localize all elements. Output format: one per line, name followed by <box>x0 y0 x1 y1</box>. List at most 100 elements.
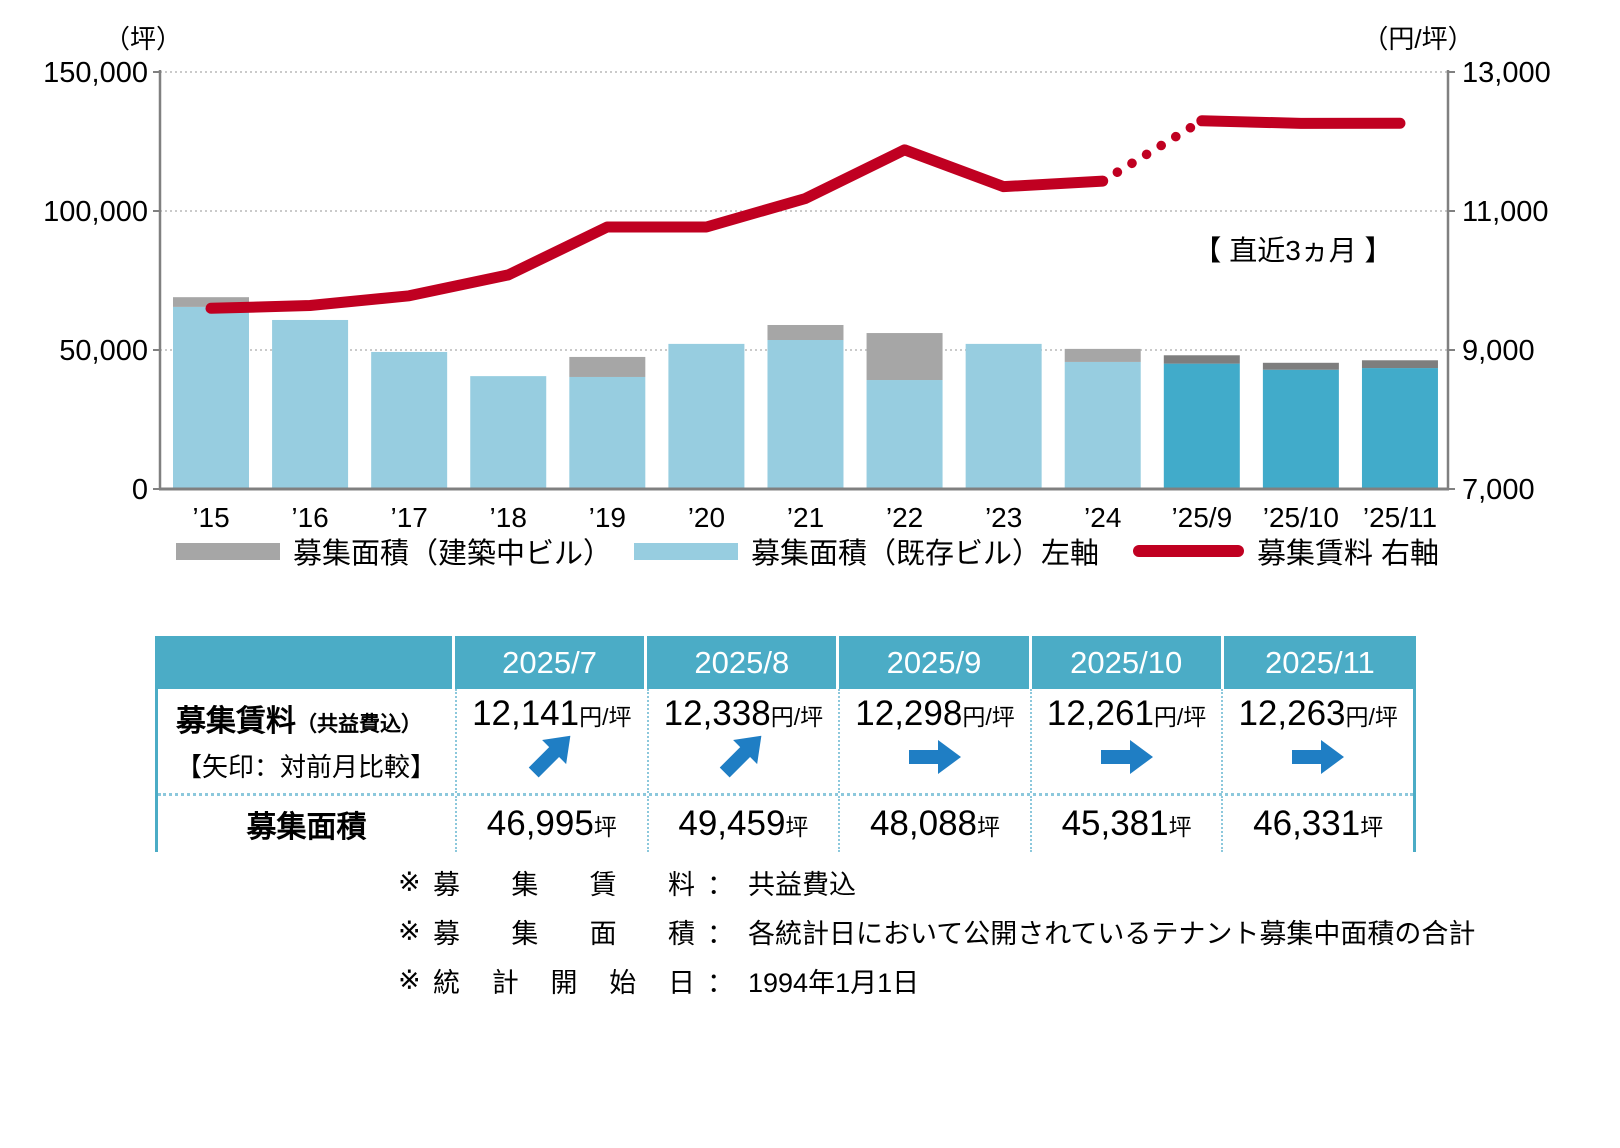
footnote-mark: ※ <box>398 965 421 995</box>
x-tick-label: ’23 <box>985 502 1022 533</box>
arrow-up-right-icon <box>518 720 586 788</box>
area-value-cell: 48,088坪 <box>838 796 1030 852</box>
x-tick-label: ’20 <box>688 502 725 533</box>
footnote-mark: ※ <box>398 867 421 897</box>
footnote: ※ 募集賃料 ： 共益費込 <box>398 858 1475 907</box>
footnote-separator: ： <box>707 919 734 949</box>
x-tick-label: ’25/9 <box>1171 502 1232 533</box>
footnote-separator: ： <box>707 968 734 998</box>
legend-swatch-gray <box>176 542 280 560</box>
arrow-right-icon <box>1100 735 1153 779</box>
right-tick-label: 13,000 <box>1462 57 1551 89</box>
summary-table: 2025/7 2025/8 2025/9 2025/10 2025/11 募集賃料（共益… <box>155 636 1416 852</box>
bar-existing <box>173 306 249 489</box>
x-tick-label: ’17 <box>390 502 427 533</box>
area-value-cell: 46,331坪 <box>1221 796 1413 852</box>
rent-value: 12,141円/坪 <box>472 694 632 733</box>
footnote-label: 統計開始日 <box>433 968 695 998</box>
rent-row: 募集賃料（共益費込） 【矢印：対前月比較】 12,141円/坪 12,338円/坪… <box>158 689 1413 793</box>
rent-line-dotted <box>1097 116 1207 186</box>
x-tick-label: ’21 <box>787 502 824 533</box>
chart-canvas: 0 50,000 100,000 150,000 7,000 9,000 11,000 13,… <box>43 24 1551 533</box>
x-tick-label: ’19 <box>589 502 626 533</box>
left-tick-label: 100,000 <box>43 196 148 228</box>
legend-item-existing: 募集面積（既存ビル）左軸 <box>634 534 1099 570</box>
bar-existing <box>470 376 547 489</box>
rent-value-cell: 12,263円/坪 <box>1221 689 1413 793</box>
rent-row-label-cell: 募集賃料（共益費込） 【矢印：対前月比較】 <box>158 689 455 793</box>
x-tick-label: ’24 <box>1084 502 1121 533</box>
footnote-label: 募集賃料 <box>433 870 695 900</box>
bar-existing <box>1064 361 1141 489</box>
bar-under-construction <box>1361 360 1438 369</box>
table-header-row: 2025/7 2025/8 2025/9 2025/10 2025/11 <box>155 636 1416 689</box>
footnote: ※ 統計開始日 ： 1994年1月1日 <box>398 956 1475 1005</box>
bar-existing <box>965 343 1042 489</box>
bar-existing <box>1262 369 1339 489</box>
area-row-label-cell: 募集面積 <box>158 796 455 852</box>
footnote-text: 共益費込 <box>748 870 856 900</box>
rent-line-solid <box>205 144 1109 314</box>
legend-swatch-blue <box>634 542 738 560</box>
x-tick-label: ’16 <box>291 502 328 533</box>
table-header-cell: 2025/7 <box>455 636 648 689</box>
arrow-up-right-icon <box>709 720 777 788</box>
footnotes: ※ 募集賃料 ： 共益費込 ※ 募集面積 ： 各統計日において公開されているテナント募集中面積… <box>398 858 1475 1005</box>
arrow-note: 【矢印：対前月比較】 <box>176 751 437 782</box>
rent-row-label: 募集賃料（共益費込） <box>176 705 422 739</box>
bar-existing <box>1361 368 1438 489</box>
legend-swatch-red-line <box>1133 545 1244 557</box>
legend-label: 募集賃料 右軸 <box>1257 538 1440 570</box>
recent-3months-annotation: 【 直近3ヵ月 】 <box>1193 235 1392 266</box>
legend-label: 募集面積（既存ビル）左軸 <box>751 538 1100 570</box>
bar-under-construction <box>767 324 844 340</box>
rent-value-cell: 12,298円/坪 <box>838 689 1030 793</box>
right-tick-label: 9,000 <box>1462 335 1535 367</box>
x-tick-label: ’15 <box>192 502 229 533</box>
bar-under-construction <box>173 297 249 307</box>
rent-line-recent <box>1196 115 1406 129</box>
rent-value: 12,261円/坪 <box>1046 694 1207 733</box>
rent-value: 12,338円/坪 <box>663 694 824 733</box>
area-value: 45,381坪 <box>1061 804 1192 843</box>
arrow-right-icon <box>908 735 961 779</box>
right-tick-label: 7,000 <box>1462 474 1535 506</box>
area-value-cell: 45,381坪 <box>1029 796 1222 852</box>
table-header-cell: 2025/9 <box>839 636 1032 689</box>
bar-under-construction <box>1262 362 1339 370</box>
bar-under-construction <box>569 356 646 377</box>
bar-existing <box>767 339 844 489</box>
footnote-text: 1994年1月1日 <box>748 968 920 998</box>
table-header-cell: 2025/11 <box>1223 636 1416 689</box>
area-value-cell: 49,459坪 <box>646 796 839 852</box>
legend-label: 募集面積（建築中ビル） <box>293 538 613 570</box>
table-header-cell: 2025/8 <box>647 636 840 689</box>
area-value: 48,088坪 <box>869 804 1001 843</box>
right-axis-unit: （円/坪） <box>1362 24 1473 54</box>
bar-existing <box>668 343 745 489</box>
table-body: 募集賃料（共益費込） 【矢印：対前月比較】 12,141円/坪 12,338円/坪… <box>155 689 1416 852</box>
footnote-label: 募集面積 <box>433 919 695 949</box>
combo-chart: 0 50,000 100,000 150,000 7,000 9,000 11,000 13,… <box>43 24 1551 570</box>
area-value: 49,459坪 <box>678 804 809 843</box>
area-value: 46,331坪 <box>1253 804 1384 843</box>
x-tick-label: ’18 <box>490 502 527 533</box>
rent-value-cell: 12,261円/坪 <box>1029 689 1222 793</box>
area-value: 46,995坪 <box>486 804 617 843</box>
bar-existing <box>866 380 943 489</box>
bar-under-construction <box>866 333 943 381</box>
footnote: ※ 募集面積 ： 各統計日において公開されているテナント募集中面積の合計 <box>398 907 1475 956</box>
rent-value-cell: 12,338円/坪 <box>646 689 839 793</box>
bar-existing <box>371 351 448 489</box>
left-axis-unit: （坪） <box>104 24 182 54</box>
legend-item-under-construction: 募集面積（建築中ビル） <box>176 534 612 570</box>
left-tick-label: 150,000 <box>43 57 148 89</box>
x-tick-label: ’25/10 <box>1263 502 1339 533</box>
bar-existing <box>1163 363 1240 489</box>
legend-item-rent: 募集賃料 右軸 <box>1133 534 1439 570</box>
x-tick-label: ’22 <box>886 502 923 533</box>
right-tick-label: 11,000 <box>1462 196 1549 228</box>
area-value-cell: 46,995坪 <box>455 796 647 852</box>
x-tick-label: ’25/11 <box>1363 502 1437 533</box>
footnote-separator: ： <box>707 870 734 900</box>
